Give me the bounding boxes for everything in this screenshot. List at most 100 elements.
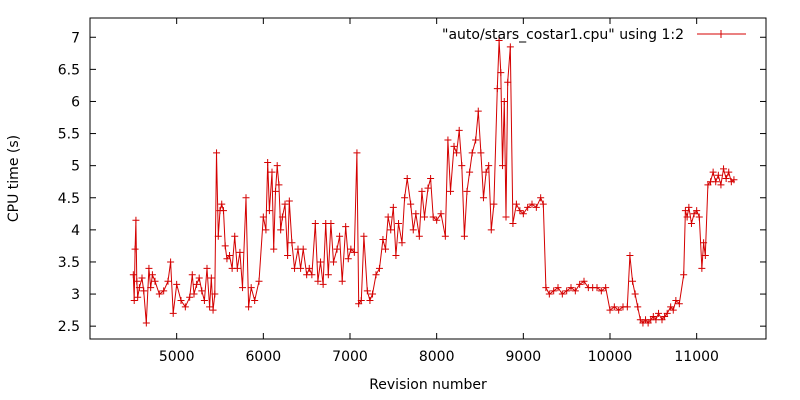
- y-axis: 2.5 3 3.5 4 4.5 5 5.5 6 6.5 7: [58, 30, 766, 335]
- data-point-marker: [133, 277, 141, 285]
- data-point-marker: [277, 226, 285, 234]
- data-point-marker: [169, 309, 177, 317]
- data-point-marker: [353, 149, 361, 157]
- data-point-marker: [382, 245, 390, 253]
- data-point-marker: [392, 252, 400, 260]
- data-point-marker: [550, 287, 558, 295]
- data-point-marker: [539, 200, 547, 208]
- data-point-marker: [509, 219, 517, 227]
- y-tick-label: 5: [71, 159, 80, 175]
- data-point-marker: [145, 264, 153, 272]
- data-point-marker: [681, 207, 689, 215]
- data-point-marker: [450, 142, 458, 150]
- data-point-marker: [214, 232, 222, 240]
- data-point-marker: [554, 284, 562, 292]
- data-point-marker: [490, 200, 498, 208]
- data-point-marker: [233, 264, 241, 272]
- data-point-marker: [155, 290, 163, 298]
- data-point-marker: [231, 232, 239, 240]
- data-point-marker: [369, 290, 377, 298]
- data-point-marker: [130, 296, 138, 304]
- data-point-marker: [542, 284, 550, 292]
- data-point-marker: [288, 239, 296, 247]
- data-point-marker: [524, 203, 532, 211]
- data-point-marker: [606, 306, 614, 314]
- data-point-marker: [458, 162, 466, 170]
- data-point-marker: [188, 271, 196, 279]
- data-point-marker: [281, 200, 289, 208]
- data-point-marker: [167, 258, 175, 266]
- data-point-marker: [485, 162, 493, 170]
- y-tick-label: 7: [71, 30, 80, 46]
- data-point-marker: [597, 287, 605, 295]
- data-point-marker: [516, 207, 524, 215]
- data-point-marker: [623, 303, 631, 311]
- data-point-marker: [418, 187, 426, 195]
- data-point-marker: [275, 181, 283, 189]
- data-point-marker: [683, 213, 691, 221]
- data-point-marker: [506, 43, 514, 51]
- x-tick-label: 8000: [419, 349, 455, 365]
- data-point-marker: [317, 258, 325, 266]
- data-point-marker: [327, 219, 335, 227]
- data-point-marker: [273, 162, 281, 170]
- legend: "auto/stars_costar1.cpu" using 1:2: [442, 27, 746, 43]
- data-point-marker: [211, 290, 219, 298]
- data-point-marker: [151, 277, 159, 285]
- data-point-marker: [132, 216, 140, 224]
- data-point-marker: [344, 255, 352, 263]
- data-point-marker: [193, 280, 201, 288]
- data-point-marker: [558, 290, 566, 298]
- data-point-marker: [725, 168, 733, 176]
- data-point-marker: [709, 168, 717, 176]
- data-point-marker: [466, 168, 474, 176]
- data-point-marker: [567, 284, 575, 292]
- data-point-marker: [357, 296, 365, 304]
- data-point-marker: [415, 232, 423, 240]
- data-point-marker: [291, 264, 299, 272]
- data-point-marker: [695, 213, 703, 221]
- data-point-marker: [350, 248, 358, 256]
- data-point-marker: [675, 300, 683, 308]
- data-point-marker: [213, 149, 221, 157]
- data-point-marker: [251, 296, 259, 304]
- data-point-marker: [264, 158, 272, 166]
- data-point-marker: [308, 271, 316, 279]
- data-point-marker: [409, 226, 417, 234]
- data-point-marker: [299, 245, 307, 253]
- data-point-marker: [468, 149, 476, 157]
- data-point-marker: [372, 271, 380, 279]
- data-point-marker: [512, 200, 520, 208]
- data-point-marker: [610, 303, 618, 311]
- data-point-marker: [384, 213, 392, 221]
- data-point-marker: [219, 207, 227, 215]
- data-point-marker: [687, 219, 695, 227]
- data-point-marker: [532, 203, 540, 211]
- data-point-marker: [203, 264, 211, 272]
- data-point-marker: [245, 303, 253, 311]
- data-point-marker: [236, 248, 244, 256]
- data-point-marker: [720, 165, 728, 173]
- data-point-marker: [330, 258, 338, 266]
- data-point-marker: [398, 239, 406, 247]
- data-point-marker: [311, 219, 319, 227]
- data-point-marker: [685, 203, 693, 211]
- y-tick-label: 6.5: [58, 62, 80, 78]
- data-point-marker: [363, 287, 371, 295]
- data-point-marker: [497, 69, 505, 77]
- legend-label: "auto/stars_costar1.cpu" using 1:2: [442, 27, 684, 43]
- data-point-marker: [631, 290, 639, 298]
- x-tick-label: 10000: [588, 349, 633, 365]
- data-point-marker: [655, 309, 663, 317]
- data-point-marker: [441, 232, 449, 240]
- data-point-marker: [198, 287, 206, 295]
- y-tick-label: 4: [71, 223, 80, 239]
- data-point-marker: [403, 175, 411, 182]
- data-point-marker: [537, 194, 545, 202]
- data-point-marker: [138, 274, 146, 282]
- data-point-marker: [305, 264, 313, 272]
- data-point-marker: [338, 277, 346, 285]
- data-point-marker: [722, 175, 730, 182]
- data-point-marker: [164, 277, 172, 285]
